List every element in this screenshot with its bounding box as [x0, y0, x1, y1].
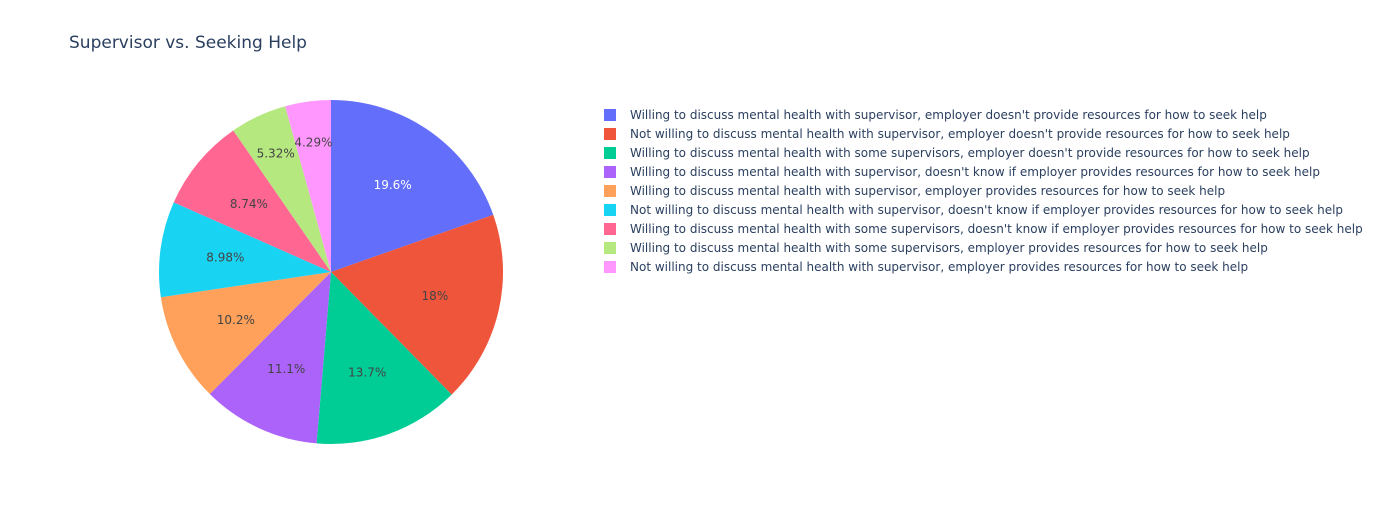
legend-item-3[interactable]: Willing to discuss mental health with so… — [604, 143, 1363, 162]
legend-label: Willing to discuss mental health with so… — [630, 240, 1268, 255]
legend-swatch — [604, 260, 616, 273]
legend-label: Willing to discuss mental health with so… — [630, 145, 1310, 160]
legend-item-7[interactable]: Willing to discuss mental health with so… — [604, 219, 1363, 238]
slice-label-4: 11.1% — [267, 362, 305, 376]
legend-item-2[interactable]: Not willing to discuss mental health wit… — [604, 124, 1363, 143]
pie-slice-5[interactable] — [160, 272, 331, 395]
pie-slice-8[interactable] — [233, 106, 331, 273]
legend-label: Willing to discuss mental health with so… — [630, 221, 1363, 236]
legend-item-8[interactable]: Willing to discuss mental health with so… — [604, 238, 1363, 257]
pie-slice-3[interactable] — [316, 272, 452, 444]
slice-label-1: 19.6% — [374, 178, 412, 192]
legend-item-5[interactable]: Willing to discuss mental health with su… — [604, 181, 1363, 200]
pie-slice-6[interactable] — [159, 202, 331, 298]
legend-swatch — [604, 165, 616, 178]
slice-label-3: 13.7% — [348, 365, 386, 379]
chart-title: Supervisor vs. Seeking Help — [69, 33, 307, 53]
legend-swatch — [604, 127, 616, 140]
legend-label: Not willing to discuss mental health wit… — [630, 126, 1290, 141]
slice-label-8: 5.32% — [257, 147, 295, 161]
legend-swatch — [604, 222, 616, 235]
slice-label-2: 18% — [422, 289, 449, 303]
pie-slice-2[interactable] — [331, 214, 504, 395]
pie-slice-9[interactable] — [285, 100, 331, 272]
pie-slice-1[interactable] — [331, 100, 494, 272]
slice-label-6: 8.98% — [206, 251, 244, 265]
legend-swatch — [604, 241, 616, 254]
legend-item-6[interactable]: Not willing to discuss mental health wit… — [604, 200, 1363, 219]
legend-label: Willing to discuss mental health with su… — [630, 164, 1320, 179]
legend-swatch — [604, 146, 616, 159]
pie-slice-7[interactable] — [173, 130, 331, 272]
legend-label: Not willing to discuss mental health wit… — [630, 202, 1344, 217]
legend-swatch — [604, 203, 616, 216]
legend-label: Not willing to discuss mental health wit… — [630, 259, 1249, 274]
legend: Willing to discuss mental health with su… — [604, 105, 1363, 276]
legend-item-4[interactable]: Willing to discuss mental health with su… — [604, 162, 1363, 181]
slice-label-5: 10.2% — [217, 313, 255, 327]
pie-slice-4[interactable] — [209, 272, 331, 444]
legend-item-9[interactable]: Not willing to discuss mental health wit… — [604, 257, 1363, 276]
legend-item-1[interactable]: Willing to discuss mental health with su… — [604, 105, 1363, 124]
legend-label: Willing to discuss mental health with su… — [630, 183, 1226, 198]
slice-label-9: 4.29% — [294, 135, 332, 149]
slice-label-7: 8.74% — [230, 197, 268, 211]
legend-label: Willing to discuss mental health with su… — [630, 107, 1267, 122]
legend-swatch — [604, 184, 616, 197]
legend-swatch — [604, 108, 616, 121]
